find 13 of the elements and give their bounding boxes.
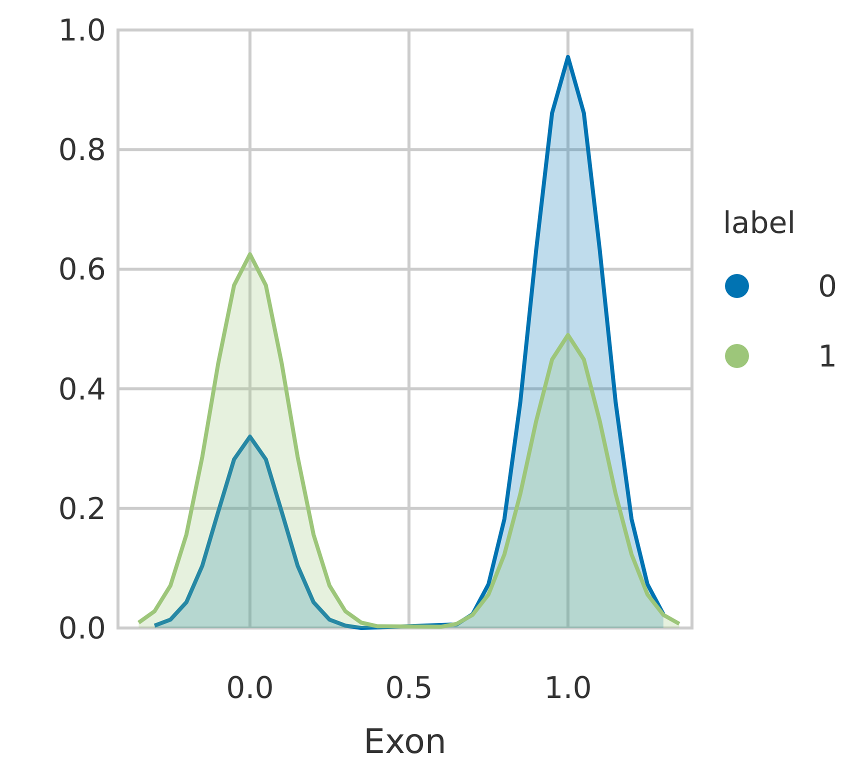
y-tick-label: 0.4	[58, 372, 106, 408]
legend-label: 1	[818, 340, 838, 374]
y-tick-label: 1.0	[58, 14, 106, 48]
legend-label: 0	[818, 270, 838, 304]
x-tick-label: 0.0	[226, 671, 274, 706]
x-axis-title: Exon	[364, 722, 446, 762]
y-tick-label: 0.6	[58, 252, 106, 288]
x-tick-label: 0.5	[385, 671, 433, 706]
legend-title: label	[723, 206, 796, 241]
y-tick-label: 0.0	[58, 612, 106, 646]
x-tick-label: 1.0	[544, 671, 592, 706]
y-tick-label: 0.8	[58, 133, 106, 168]
y-tick-label: 0.2	[58, 492, 106, 527]
